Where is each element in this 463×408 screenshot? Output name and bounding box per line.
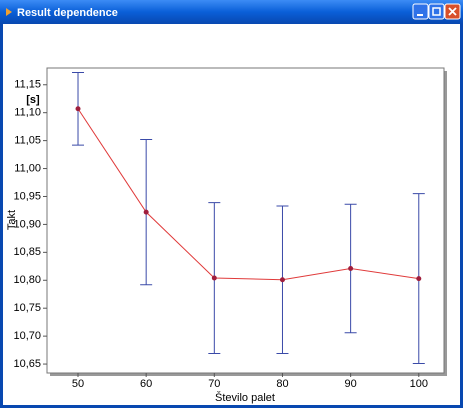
- y-tick-label: 11,10: [14, 107, 41, 119]
- point: [75, 106, 81, 112]
- y-tick-label: 11,15: [14, 79, 41, 91]
- x-tick-label: 80: [276, 378, 288, 390]
- y-tick-label: 10,85: [13, 246, 41, 258]
- close-icon: [448, 7, 457, 16]
- x-tick-label: 90: [345, 378, 357, 390]
- window-icon: [6, 8, 12, 16]
- x-tick-label: 70: [208, 378, 220, 390]
- maximize-icon: [432, 7, 441, 16]
- x-tick-label: 100: [410, 378, 428, 390]
- minimize-icon: [417, 14, 423, 16]
- line: [77, 108, 419, 281]
- minimize-button[interactable]: [412, 3, 429, 20]
- y-tick-label: 10,95: [13, 190, 41, 202]
- y-unit: [s]: [26, 94, 40, 106]
- y-tick-label: 11,00: [14, 162, 41, 174]
- y-tick-label: 10,65: [13, 358, 41, 370]
- y-tick-label: 10,80: [13, 274, 41, 286]
- title-bar: [0, 0, 463, 24]
- point: [279, 277, 285, 283]
- plot-area: [46, 67, 445, 374]
- x-axis-title: Število palet: [215, 391, 275, 404]
- window-title: Result dependence: [17, 7, 118, 19]
- point: [348, 266, 354, 272]
- point: [143, 209, 149, 215]
- y-axis-title: Takt: [6, 210, 18, 230]
- y-tick-label: 11,05: [14, 135, 41, 147]
- point: [211, 275, 217, 281]
- y-tick-label: 10,75: [13, 302, 41, 314]
- x-tick-label: 50: [72, 378, 84, 390]
- maximize-button[interactable]: [428, 3, 445, 20]
- y-tick-label: 10,90: [13, 218, 41, 230]
- point: [416, 276, 422, 282]
- x-tick-label: 60: [140, 378, 152, 390]
- y-tick-label: 10,70: [13, 330, 41, 342]
